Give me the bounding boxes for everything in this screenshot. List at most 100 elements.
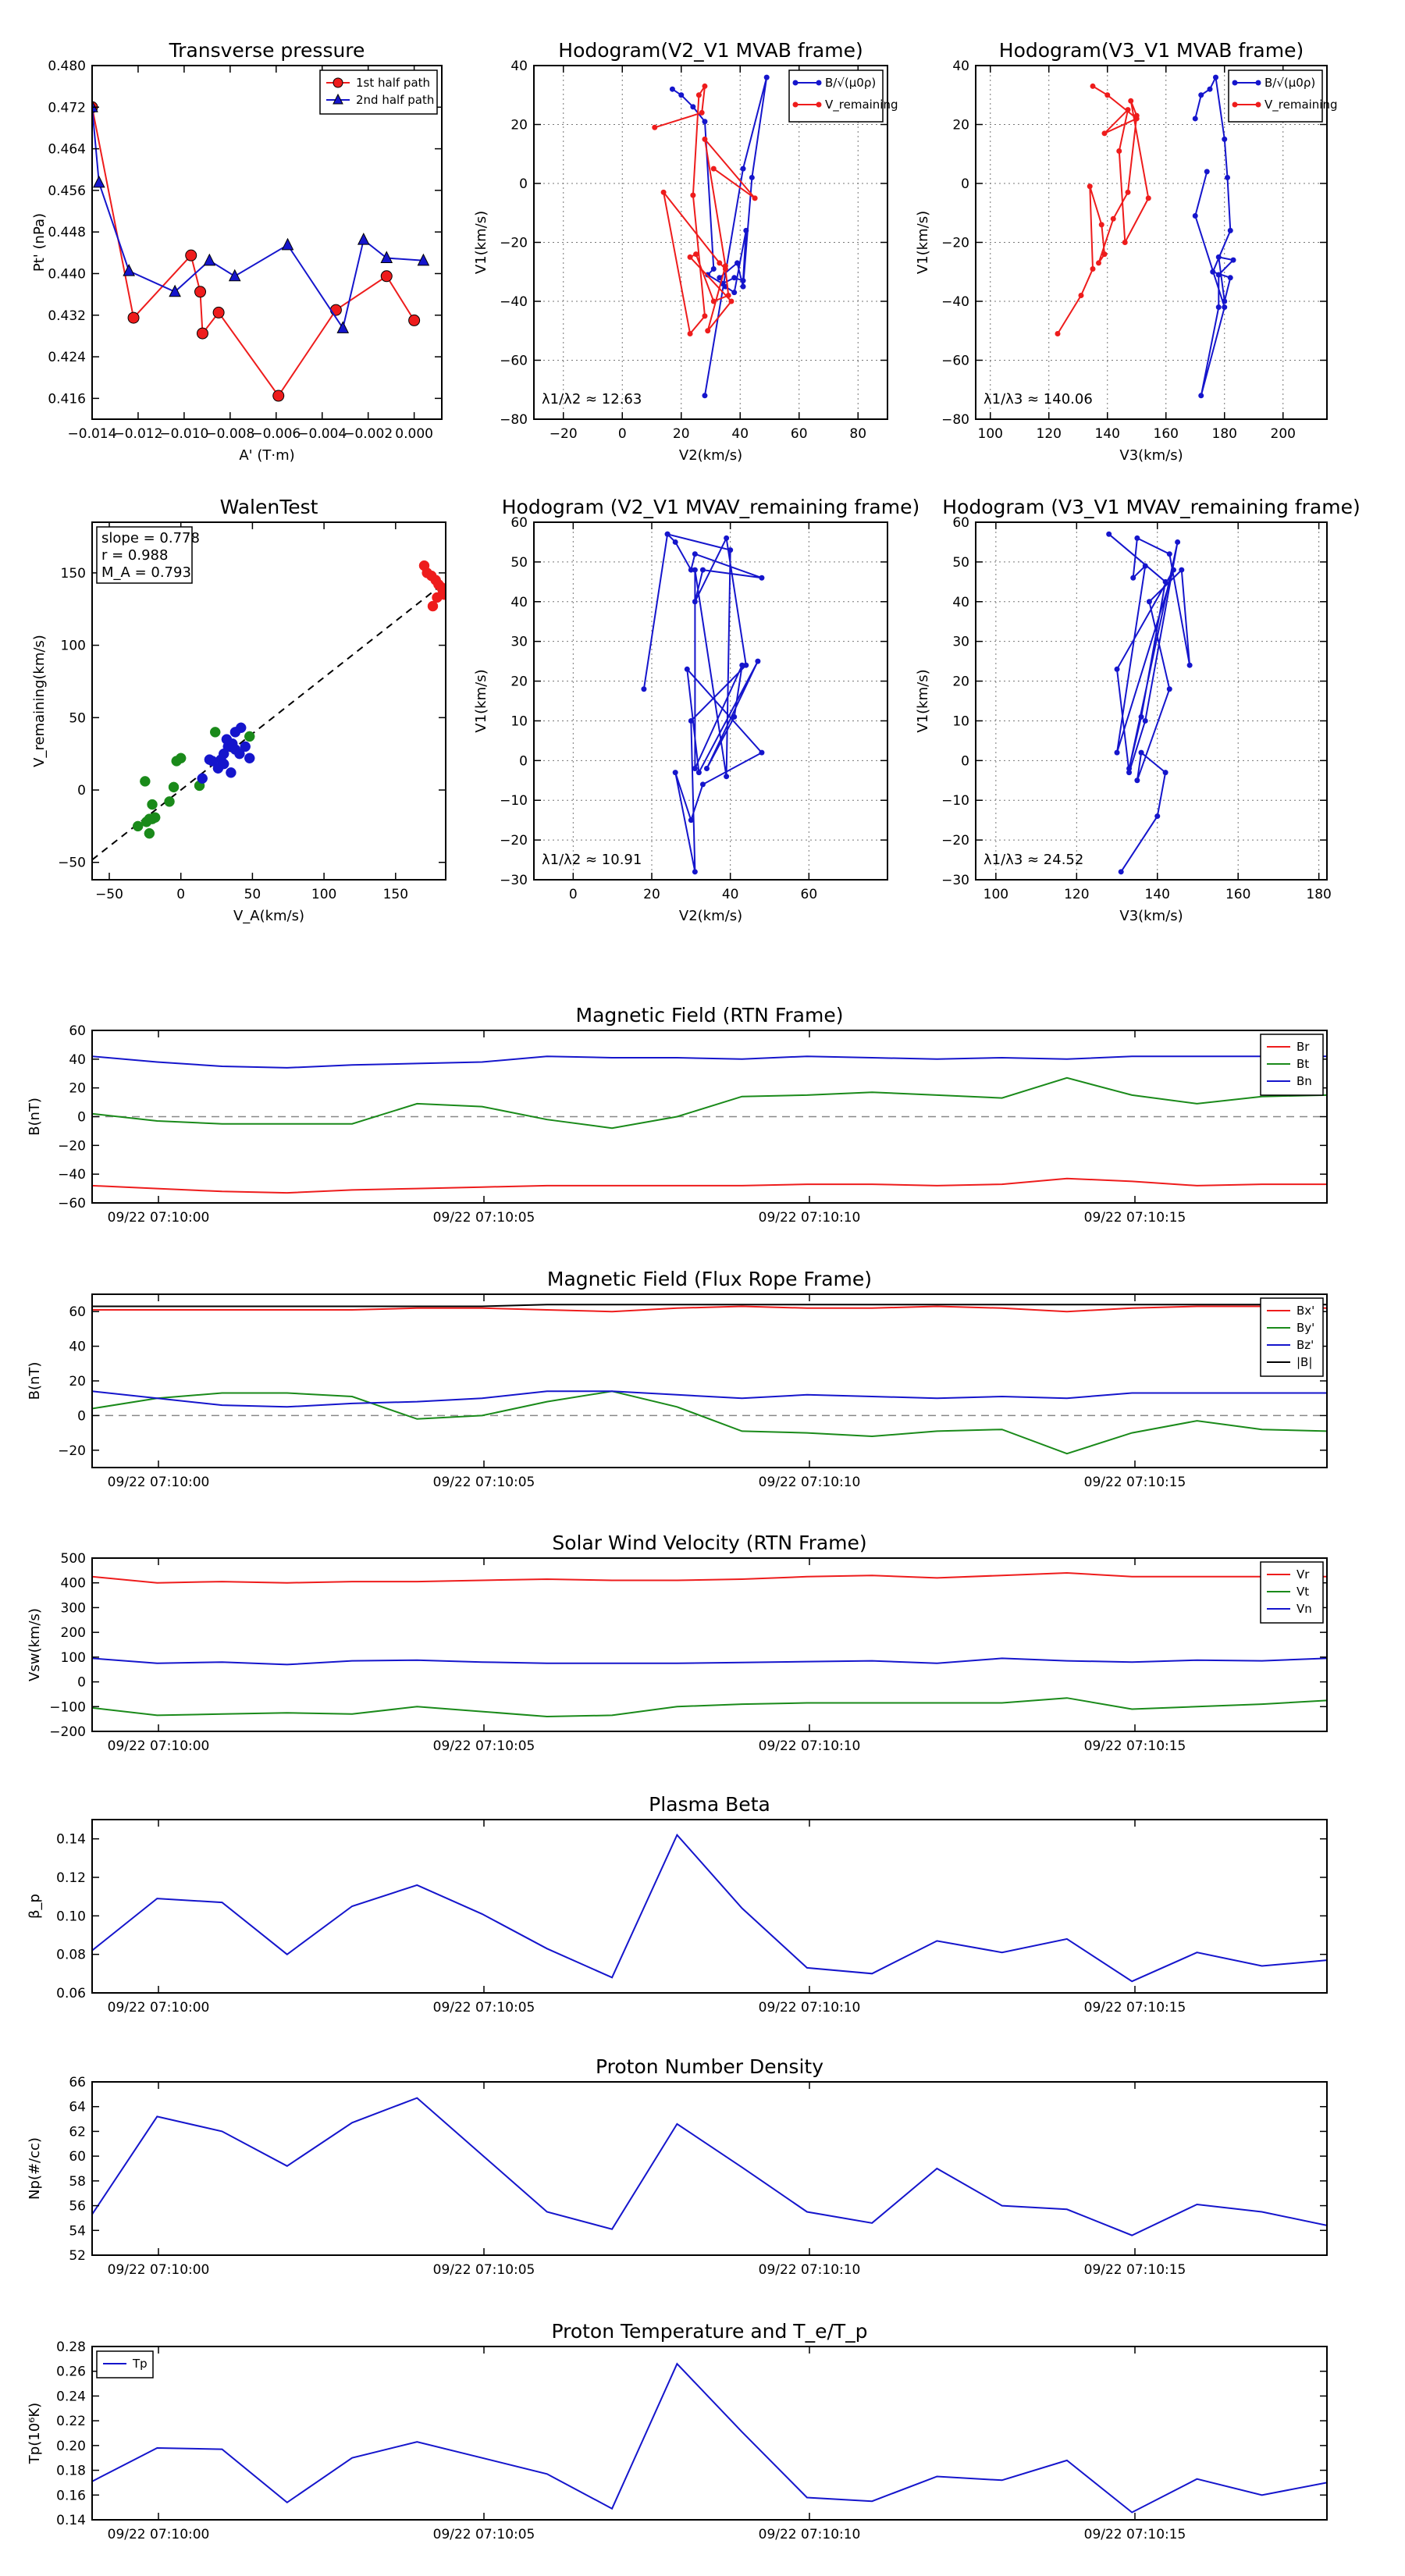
data-point (693, 251, 699, 258)
data-point (380, 251, 393, 263)
y-axis-label: Pt' (nPa) (31, 213, 48, 272)
stats-line: M_A = 0.793 (101, 564, 191, 581)
legend-marker (792, 80, 799, 86)
y-tick-label: 300 (61, 1600, 86, 1616)
y-tick-label: 60 (510, 515, 528, 531)
chart-transverse: Transverse pressure−0.014−0.012−0.010−0.… (31, 39, 443, 464)
legend-label: Vt (1297, 1585, 1309, 1599)
series-1st-half-path (92, 101, 421, 402)
data-point (1166, 551, 1172, 557)
legend-label: |B| (1297, 1355, 1312, 1369)
y-tick-label: 50 (952, 555, 969, 571)
x-tick-label: 09/22 07:10:05 (433, 2000, 535, 2016)
y-tick-label: −60 (500, 354, 528, 369)
x-tick-label: 09/22 07:10:10 (759, 2527, 861, 2542)
y-tick-label: −20 (58, 1138, 86, 1154)
data-point (1198, 92, 1204, 98)
data-point (688, 567, 694, 573)
data-point (1114, 749, 1120, 756)
data-point (749, 174, 755, 180)
data-point (417, 253, 430, 266)
data-point (207, 756, 218, 767)
legend-box (1228, 69, 1323, 123)
data-point (1134, 535, 1140, 541)
legend-label: By' (1297, 1321, 1314, 1335)
data-point (1134, 777, 1140, 784)
legend: B/√(μ0ρ) V_remaining (1228, 69, 1338, 123)
data-point (692, 599, 698, 605)
series-line (642, 532, 763, 872)
data-point (1162, 578, 1168, 585)
x-tick-label: 40 (722, 887, 739, 902)
y-tick-label: 40 (510, 59, 528, 74)
data-point (763, 74, 770, 80)
legend-label: B/√(μ0ρ) (1264, 76, 1315, 90)
data-point (1096, 260, 1101, 266)
legend: Bx' By' Bz' |B| (1260, 1297, 1324, 1377)
y-tick-label: −80 (941, 412, 969, 428)
plot-area (92, 1571, 1327, 1718)
data-point (1192, 116, 1198, 122)
series--b- (92, 1304, 1327, 1308)
x-tick-label: 0.000 (395, 426, 433, 442)
data-point (1154, 813, 1161, 820)
y-tick-label: 52 (69, 2248, 86, 2264)
series-line (92, 1304, 1327, 1308)
data-point (724, 535, 730, 541)
y-tick-label: 62 (69, 2124, 86, 2140)
y-tick-label: 0.22 (56, 2414, 86, 2429)
x-tick-label: 09/22 07:10:05 (433, 2262, 535, 2278)
data-point (702, 119, 708, 125)
y-axis-label: V1(km/s) (915, 669, 931, 732)
data-point (699, 781, 706, 788)
series-red (418, 560, 446, 612)
legend-label: Bn (1297, 1074, 1312, 1088)
x-tick-label: 09/22 07:10:10 (759, 1210, 861, 1226)
data-point (1222, 304, 1228, 311)
x-tick-label: 160 (1225, 887, 1250, 902)
y-tick-label: 100 (61, 639, 86, 654)
y-tick-label: 66 (69, 2075, 86, 2090)
data-point (244, 753, 255, 763)
data-point (687, 254, 693, 260)
data-point (684, 666, 690, 672)
x-tick-label: 50 (244, 887, 261, 902)
series-line (1108, 533, 1191, 873)
data-point (1133, 116, 1140, 122)
legend-marker (1255, 101, 1261, 108)
series-line (92, 1055, 1327, 1069)
y-tick-label: 0.464 (48, 142, 86, 158)
data-point (1104, 92, 1111, 98)
data-point (228, 269, 241, 282)
legend-marker (333, 93, 343, 105)
data-point (672, 539, 678, 545)
series-line (92, 1657, 1327, 1666)
x-tick-label: 120 (1064, 887, 1089, 902)
x-tick-label: 09/22 07:10:00 (108, 1475, 210, 1490)
data-point (281, 237, 294, 251)
data-point (692, 567, 698, 573)
data-point (1098, 222, 1104, 228)
plot-frame (91, 2346, 1328, 2521)
y-tick-label: 150 (61, 566, 86, 582)
series-line (92, 1697, 1327, 1718)
data-point (731, 275, 738, 281)
data-point (755, 658, 761, 664)
x-tick-label: 09/22 07:10:15 (1084, 2000, 1186, 2016)
series-vt (92, 1697, 1327, 1718)
y-tick-label: 54 (69, 2223, 86, 2239)
data-point (687, 331, 693, 337)
data-point (731, 713, 738, 720)
legend-label: Vn (1297, 1602, 1312, 1616)
x-tick-label: 180 (1212, 426, 1237, 442)
series-line (92, 1833, 1327, 1983)
data-point (1145, 195, 1151, 201)
x-axis-label: V_A(km/s) (233, 908, 304, 924)
series-b-0- (1192, 74, 1236, 399)
y-tick-label: 20 (952, 674, 969, 690)
y-tick-label: 20 (510, 674, 528, 690)
data-point (1210, 269, 1216, 275)
series-line (1057, 85, 1150, 335)
data-point (272, 390, 285, 402)
series-bt (92, 1076, 1327, 1130)
